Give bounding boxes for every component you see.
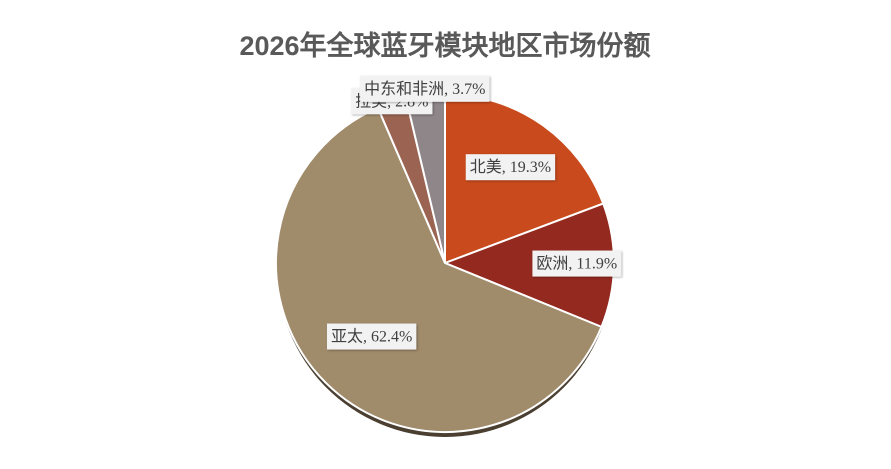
chart-title: 2026年全球蓝牙模块地区市场份额	[239, 30, 650, 61]
label-box	[532, 250, 622, 277]
data-label: 欧洲, 11.9%	[536, 255, 617, 273]
data-label: 中东和非洲, 3.7%	[364, 80, 485, 98]
label-box	[326, 323, 417, 350]
pie-slice	[275, 106, 603, 433]
label-box	[360, 75, 490, 102]
data-label: 亚太, 62.4%	[331, 328, 412, 346]
label-box	[465, 154, 556, 181]
data-label: 北美, 19.3%	[470, 158, 551, 176]
